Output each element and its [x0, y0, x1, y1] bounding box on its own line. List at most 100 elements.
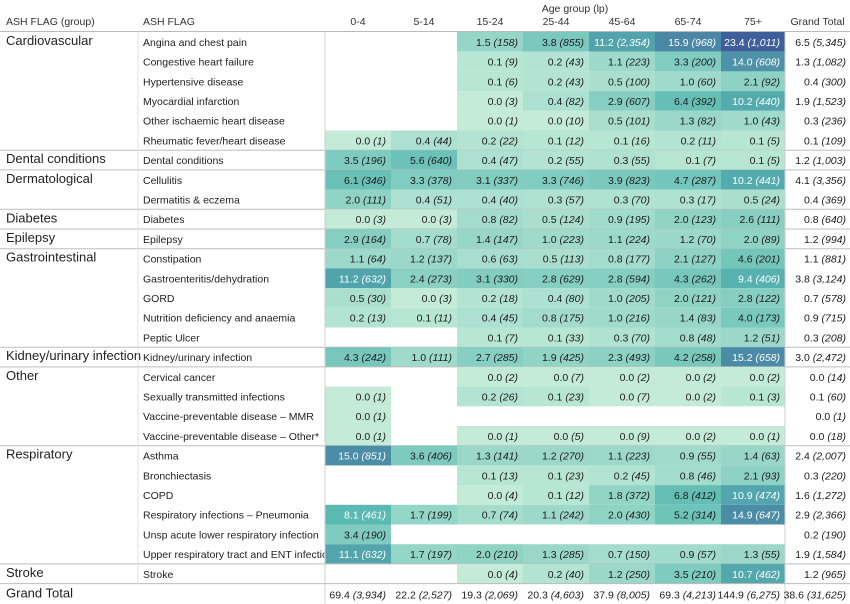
- cell-value: 2.8 (594): [608, 273, 650, 285]
- cell-value: 2.9 (607): [608, 96, 650, 108]
- cell-value: 0.8 (82): [482, 214, 518, 226]
- heatmap-cell: [589, 51, 655, 72]
- heatmap-cell: [721, 504, 785, 525]
- row-label: Respiratory infections – Pneumonia: [143, 510, 309, 522]
- heatmap-cell: [655, 465, 721, 486]
- cell-value: 0.0 (2): [686, 391, 716, 403]
- heatmap-cell: [655, 130, 721, 151]
- heatmap-cell: [589, 91, 655, 111]
- cell-value: 0.0 (2): [686, 372, 716, 384]
- heatmap-cell: [523, 485, 589, 505]
- heatmap-cell: [721, 327, 785, 348]
- row-label: Sexually transmitted infections: [143, 391, 285, 403]
- row-total-value: 0.3 (236): [804, 116, 846, 128]
- row-label: Dermatitis & eczema: [143, 194, 240, 206]
- heatmap-cell: [721, 150, 785, 170]
- heatmap-cell: [721, 91, 785, 111]
- heatmap-cell: [325, 406, 391, 426]
- row-total-value: 1.9 (1,584): [795, 549, 846, 561]
- cell-value: 0.0 (2): [620, 372, 650, 384]
- cell-value: 0.1 (7): [488, 332, 518, 344]
- cell-value: 0.1 (16): [614, 135, 650, 147]
- heatmap-cell: [655, 386, 721, 407]
- cell-value: 3.5 (210): [674, 569, 716, 581]
- heatmap-cell: [325, 288, 391, 308]
- row-label: Stroke: [143, 569, 174, 581]
- heatmap-cell: [523, 71, 589, 92]
- cell-value: 1.1 (224): [608, 234, 650, 246]
- heatmap-cell: [721, 563, 785, 584]
- cell-value: 0.8 (177): [608, 254, 650, 266]
- cell-value: 3.4 (190): [344, 529, 386, 541]
- row-total-value: 0.3 (208): [804, 332, 846, 344]
- row-total-value: 0.0 (1): [816, 411, 846, 423]
- cell-value: 1.4 (147): [476, 234, 518, 246]
- cell-value: 1.0 (216): [608, 313, 650, 325]
- row-label: Vaccine-preventable disease – Other*: [143, 431, 319, 443]
- cell-value: 2.0 (430): [608, 510, 650, 522]
- cell-value: 8.1 (461): [344, 510, 386, 522]
- cell-value: 0.2 (22): [482, 135, 518, 147]
- heatmap-cell: [721, 465, 785, 486]
- cell-value: 0.3 (57): [548, 194, 584, 206]
- cell-value: 2.0 (89): [744, 234, 780, 246]
- heatmap-cell: [325, 189, 391, 210]
- heatmap-cell: [589, 229, 655, 249]
- heatmap-cell: [523, 248, 589, 269]
- column-header-15-24: 15-24: [477, 16, 504, 28]
- cell-value: 6.1 (346): [344, 175, 386, 187]
- row-label: Cervical cancer: [143, 372, 216, 384]
- cell-value: 0.2 (43): [548, 76, 584, 88]
- cell-value: 0.1 (13): [482, 470, 518, 482]
- heatmap-cell: [589, 485, 655, 505]
- heatmap-cell: [721, 288, 785, 308]
- heatmap-cell: [325, 229, 391, 249]
- row-total-value: 0.0 (18): [810, 431, 846, 443]
- cell-value: 0.0 (1): [488, 431, 518, 443]
- heatmap-cell: [325, 386, 391, 407]
- cell-value: 0.0 (1): [356, 431, 386, 443]
- heatmap-cell: [589, 150, 655, 170]
- heatmap-cell: [721, 248, 785, 269]
- heatmap-cell: [589, 288, 655, 308]
- heatmap-cell: [655, 347, 721, 367]
- heatmap-cell: [589, 130, 655, 151]
- heatmap-cell: [325, 426, 391, 446]
- heatmap-cell: [589, 248, 655, 269]
- row-total-value: 3.0 (2,472): [795, 352, 846, 364]
- row-group-label: Respiratory: [6, 447, 73, 462]
- cell-value: 0.2 (13): [350, 313, 386, 325]
- row-total-value: 1.2 (994): [804, 234, 846, 246]
- cell-value: 4.3 (262): [674, 273, 716, 285]
- heatmap-cell: [457, 130, 523, 151]
- cell-value: 10.2 (441): [732, 175, 780, 187]
- heatmap-cell: [589, 347, 655, 367]
- row-label: Peptic Ulcer: [143, 332, 200, 344]
- cell-value: 0.6 (63): [482, 254, 518, 266]
- cell-value: 0.1 (23): [548, 470, 584, 482]
- row-label: Bronchiectasis: [143, 470, 211, 482]
- cell-value: 0.4 (82): [548, 96, 584, 108]
- cell-value: 2.1 (127): [674, 254, 716, 266]
- heatmap-cell: [391, 445, 457, 466]
- cell-value: 0.1 (7): [686, 155, 716, 167]
- heatmap-cell: [523, 91, 589, 111]
- row-label: Nutrition deficiency and anaemia: [143, 313, 295, 325]
- heatmap-cell: [721, 426, 785, 446]
- grand-total-value: 22.2 (2,527): [395, 589, 452, 601]
- cell-value: 0.1 (12): [548, 490, 584, 502]
- heatmap-cell: [457, 288, 523, 308]
- heatmap-cell: [391, 544, 457, 564]
- cell-value: 4.3 (242): [344, 352, 386, 364]
- heatmap-cell: [655, 563, 721, 584]
- cell-value: 0.5 (100): [608, 76, 650, 88]
- heatmap-cell: [325, 248, 391, 269]
- row-group-label: Other: [6, 368, 39, 383]
- heatmap-cell: [589, 110, 655, 131]
- row-group-label: Stroke: [6, 565, 44, 580]
- cell-value: 0.2 (11): [681, 135, 716, 147]
- heatmap-cell: [523, 504, 589, 525]
- grand-total-value: 19.3 (2,069): [461, 589, 518, 601]
- heatmap-cell: [325, 445, 391, 466]
- heatmap-cell: [655, 209, 721, 229]
